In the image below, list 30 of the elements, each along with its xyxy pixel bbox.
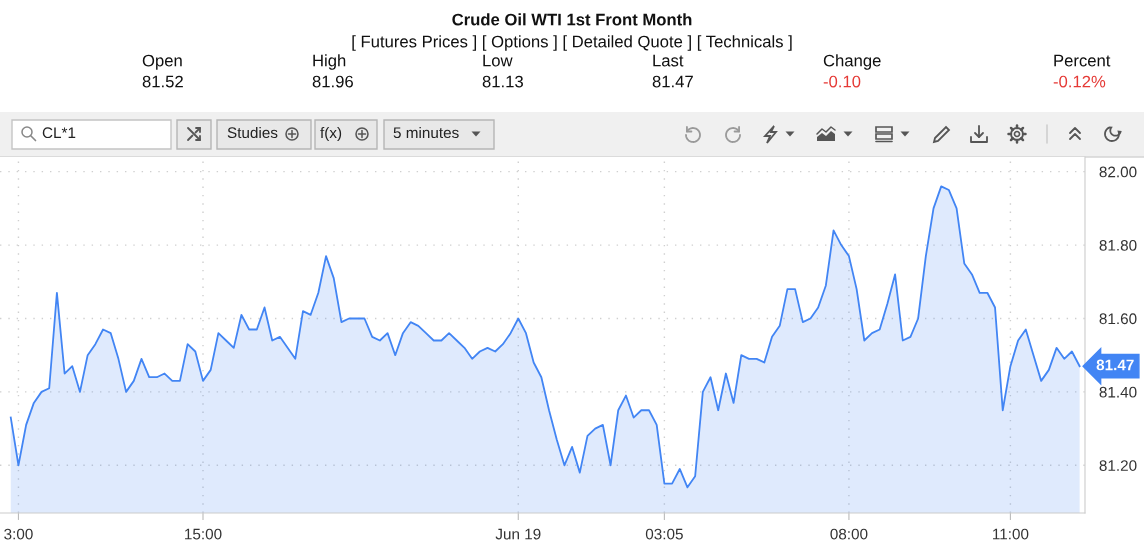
- text: Last: [653, 54, 684, 67]
- text: 81.96: [312, 75, 353, 88]
- x-tick-label: 03:05: [645, 528, 683, 540]
- text: 81.52: [142, 75, 183, 88]
- y-tick-label: 81.80: [1099, 239, 1137, 251]
- y-tick-label: 81.60: [1099, 313, 1137, 325]
- text: Studies: [227, 126, 278, 139]
- text: Percent: [1054, 54, 1111, 67]
- y-tick-label: 82.00: [1099, 166, 1137, 178]
- text: Open: [142, 54, 182, 70]
- text: 81.13: [482, 75, 523, 88]
- text: -0.10: [823, 75, 861, 88]
- x-tick-label: 3:00: [4, 528, 33, 540]
- data-label: 81.47: [1096, 359, 1134, 371]
- text: Change: [823, 54, 881, 70]
- x-tick-label: 08:00: [830, 528, 868, 540]
- text: High: [313, 54, 346, 70]
- text: f(x): [320, 126, 342, 142]
- text: -0.12%: [1053, 75, 1106, 88]
- x-tick-label: Jun 19: [495, 528, 541, 540]
- text: CL*1: [42, 127, 76, 139]
- text: Low: [483, 54, 513, 67]
- chart-subtitle: [ Futures Prices ] [ Options ] [ Detailed Quote ] [ Technicals ]: [352, 35, 792, 51]
- text: 5 minutes: [393, 126, 459, 139]
- text: 81.47: [652, 75, 693, 88]
- y-tick-label: 81.20: [1099, 460, 1137, 471]
- chart-title: Crude Oil WTI 1st Front Month: [452, 13, 692, 26]
- y-tick-label: 81.40: [1099, 386, 1137, 398]
- x-tick-label: 11:00: [993, 528, 1029, 540]
- x-tick-label: 15:00: [185, 528, 222, 540]
